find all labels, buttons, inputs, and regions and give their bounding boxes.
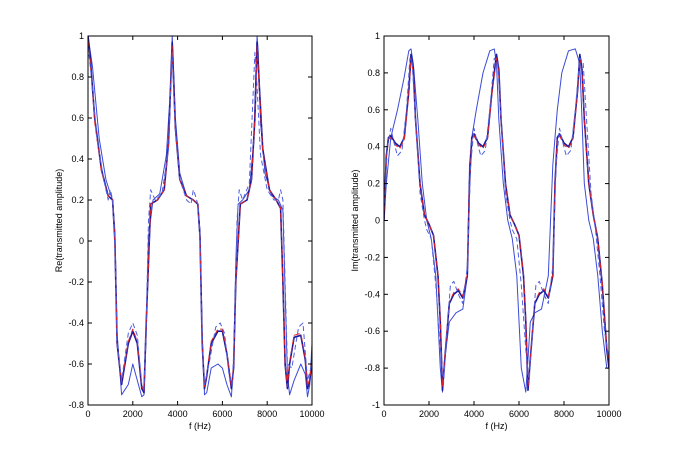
left-plot-x-tick-label: 10000 [299,409,324,419]
left-plot-x-tick-label: 2000 [123,409,143,419]
left-plot-x-tick-label: 4000 [168,409,188,419]
right-plot-y-tick-label: 0.2 [367,179,380,189]
left-plot-y-tick-label: 0.2 [71,195,84,205]
right-plot-series-4-line [384,57,609,384]
left-plot-series-4-line [88,46,312,390]
left-plot-y-tick-label: -0.6 [68,359,84,369]
left-plot-x-tick-label: 0 [85,409,90,419]
right-plot-x-tick-label: 2000 [419,409,439,419]
left-plot-y-tick-label: 1 [79,31,84,41]
left-plot-series-group [88,36,312,398]
left-plot-x-tick-label: 8000 [257,409,277,419]
right-plot-y-tick-label: 0.8 [367,68,380,78]
right-plot-x-tick-label: 10000 [596,409,621,419]
right-plot-y-axis-label: Im(transmitted amplitude) [350,169,360,271]
left-plot-series-2-line [88,36,312,394]
left-plot-y-tick-label: -0.4 [68,318,84,328]
right-plot-x-tick-label: 4000 [464,409,484,419]
left-plot-frame [87,35,313,406]
left-plot: 0 2000 4000 6000 8000 10000 -0.8 -0.6 -0.4 -0.2 0 0… [54,31,325,431]
right-plot-y-tick-label: 0.6 [367,105,380,115]
right-plot-x-tick-label: 0 [381,409,386,419]
right-plot-y-tick-label: -0.8 [364,363,380,373]
right-plot-ticks: 0 2000 4000 6000 8000 10000 -1 -0.8 -0.6 -0.4 -0.2… [364,31,621,419]
right-plot-x-axis-label: f (Hz) [486,421,508,431]
right-plot-y-tick-label: 0 [375,216,380,226]
left-plot-y-tick-label: 0.8 [71,72,84,82]
left-plot-y-axis-label: Re(transmitted amplitude) [54,169,64,273]
right-plot-x-tick-label: 8000 [554,409,574,419]
left-plot-y-tick-label: 0 [79,236,84,246]
right-plot-y-tick-label: 0.4 [367,142,380,152]
right-plot: 0 2000 4000 6000 8000 10000 -1 -0.8 -0.6 -0.4 -0.2… [350,31,622,431]
left-plot-x-tick-label: 6000 [212,409,232,419]
left-plot-ticks: 0 2000 4000 6000 8000 10000 -0.8 -0.6 -0.4 -0.2 0 0… [68,31,324,419]
left-plot-y-tick-label: 0.6 [71,113,84,123]
right-plot-x-tick-label: 6000 [509,409,529,419]
right-plot-y-tick-label: -0.6 [364,326,380,336]
left-plot-series-3-line [88,40,312,392]
right-plot-y-tick-label: -0.2 [364,252,380,262]
right-plot-y-tick-label: -0.4 [364,289,380,299]
left-plot-y-tick-label: 0.4 [71,154,84,164]
left-plot-y-tick-label: -0.8 [68,400,84,410]
right-plot-series-group [384,48,609,393]
left-plot-x-axis-label: f (Hz) [189,421,211,431]
right-plot-series-1-line [384,48,609,393]
right-plot-y-tick-label: -1 [372,400,380,410]
left-plot-series-1-line [88,36,312,398]
right-plot-y-tick-label: 1 [375,31,380,41]
left-plot-y-tick-label: -0.2 [68,277,84,287]
right-plot-frame [383,35,610,406]
